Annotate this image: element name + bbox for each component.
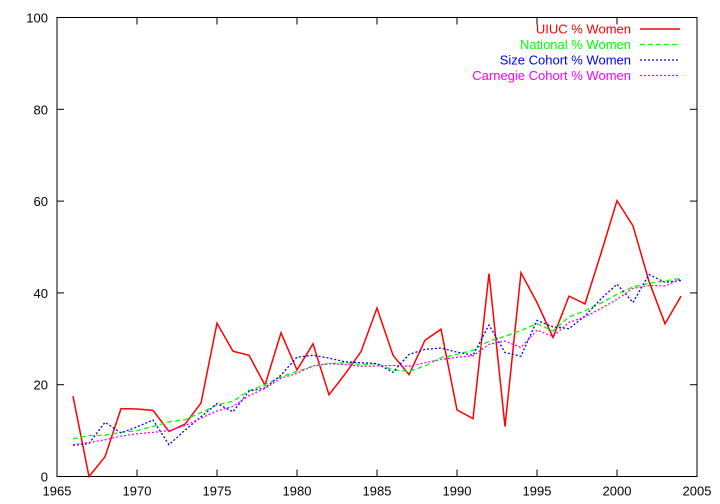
legend-label: UIUC % Women [536, 22, 631, 37]
plot-area-frame [56, 17, 698, 477]
x-tick-label: 1990 [443, 484, 472, 499]
y-tick-label: 0 [41, 470, 48, 485]
y-tick-label: 60 [34, 194, 48, 209]
x-tick-label: 1985 [363, 484, 392, 499]
series-line-uiuc-women [72, 198, 682, 479]
x-tick-label: 1970 [123, 484, 152, 499]
x-tick-label: 2000 [603, 484, 632, 499]
x-tick-label: 1975 [203, 484, 232, 499]
axis-ticks: 1965 1970 1975 1980 1985 1990 1995 2000 2005 0 20 4… [26, 11, 711, 499]
series-group [72, 198, 682, 479]
y-tick-label: 80 [34, 102, 48, 117]
x-tick-label: 1965 [43, 484, 72, 499]
x-tick-label: 2005 [683, 484, 712, 499]
y-tick-label: 40 [34, 286, 48, 301]
x-tick-label: 1995 [523, 484, 552, 499]
series-line-carnegie-cohort-women [72, 278, 682, 446]
series-line-national-women [72, 277, 682, 440]
legend-label: National % Women [520, 37, 631, 52]
y-tick-label: 100 [26, 11, 48, 26]
y-tick-label: 20 [34, 378, 48, 393]
series-line-size-cohort-women [72, 273, 682, 446]
legend-label: Carnegie Cohort % Women [472, 68, 631, 83]
x-tick-label: 1980 [283, 484, 312, 499]
legend-label: Size Cohort % Women [500, 53, 631, 68]
